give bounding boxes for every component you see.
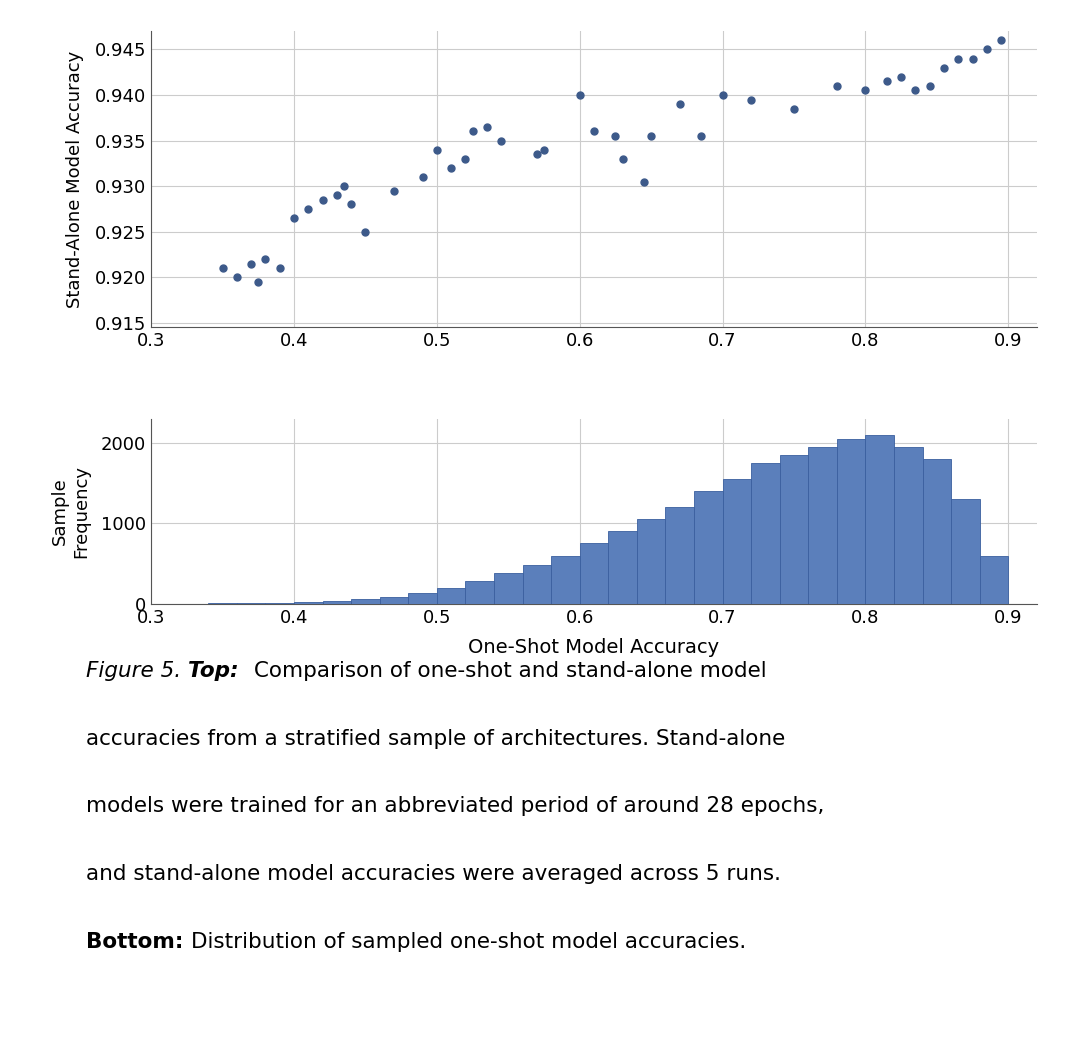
- Point: [314, 192, 332, 208]
- Point: [963, 50, 981, 67]
- Point: [714, 86, 731, 103]
- Point: [536, 142, 553, 158]
- Bar: [922, 459, 951, 604]
- Bar: [808, 447, 837, 604]
- Point: [285, 209, 302, 226]
- Point: [892, 69, 909, 85]
- Bar: [494, 574, 523, 604]
- Text: Top:: Top:: [188, 661, 246, 681]
- Point: [607, 128, 624, 145]
- Point: [828, 78, 846, 95]
- Bar: [723, 479, 751, 604]
- Point: [785, 100, 802, 117]
- Bar: [665, 507, 694, 604]
- Point: [243, 255, 260, 272]
- Point: [692, 128, 710, 145]
- Point: [907, 82, 924, 99]
- Point: [856, 82, 874, 99]
- Y-axis label: Sample
Frequency: Sample Frequency: [51, 464, 90, 558]
- Point: [299, 201, 316, 218]
- Point: [671, 96, 688, 112]
- Text: Figure 5.: Figure 5.: [86, 661, 188, 681]
- Point: [328, 187, 346, 204]
- Text: Bottom:: Bottom:: [86, 932, 191, 951]
- Point: [935, 59, 953, 76]
- Point: [742, 92, 759, 108]
- Bar: [323, 601, 351, 604]
- Point: [356, 224, 374, 240]
- Point: [429, 142, 446, 158]
- Bar: [523, 565, 551, 604]
- X-axis label: One-Shot Model Accuracy: One-Shot Model Accuracy: [469, 638, 719, 657]
- Bar: [980, 556, 1009, 604]
- Point: [643, 128, 660, 145]
- Bar: [580, 543, 608, 604]
- Bar: [751, 463, 780, 604]
- Point: [571, 86, 589, 103]
- Point: [949, 50, 967, 67]
- Text: models were trained for an abbreviated period of around 28 epochs,: models were trained for an abbreviated p…: [86, 796, 825, 816]
- Point: [978, 42, 996, 58]
- Bar: [951, 500, 980, 604]
- Text: and stand-alone model accuracies were averaged across 5 runs.: and stand-alone model accuracies were av…: [86, 864, 782, 884]
- Point: [613, 151, 631, 168]
- Point: [336, 178, 353, 195]
- Y-axis label: Stand-Alone Model Accuracy: Stand-Alone Model Accuracy: [66, 51, 84, 308]
- Bar: [694, 491, 723, 604]
- Point: [878, 73, 895, 90]
- Text: Comparison of one-shot and stand-alone model: Comparison of one-shot and stand-alone m…: [246, 661, 766, 681]
- Point: [993, 32, 1010, 49]
- Point: [464, 123, 482, 139]
- Point: [342, 196, 360, 212]
- Point: [271, 260, 288, 277]
- Point: [249, 274, 267, 290]
- Point: [492, 132, 510, 149]
- Point: [414, 169, 431, 185]
- Text: Distribution of sampled one-shot model accuracies.: Distribution of sampled one-shot model a…: [191, 932, 746, 951]
- Point: [443, 159, 460, 176]
- Point: [635, 173, 652, 189]
- Bar: [865, 435, 894, 604]
- Bar: [408, 593, 437, 604]
- Bar: [608, 531, 637, 604]
- Point: [386, 182, 403, 199]
- Point: [478, 119, 496, 135]
- Point: [457, 151, 474, 168]
- Point: [257, 251, 274, 268]
- Point: [228, 269, 245, 285]
- Bar: [637, 519, 665, 604]
- Bar: [351, 600, 380, 604]
- Bar: [380, 596, 408, 604]
- Bar: [551, 556, 580, 604]
- Bar: [437, 588, 465, 604]
- Bar: [894, 447, 922, 604]
- Point: [921, 78, 939, 95]
- Point: [528, 146, 545, 162]
- Point: [585, 123, 603, 139]
- Bar: [294, 602, 323, 604]
- Text: accuracies from a stratified sample of architectures. Stand-alone: accuracies from a stratified sample of a…: [86, 729, 785, 748]
- Bar: [780, 455, 808, 604]
- Bar: [837, 439, 865, 604]
- Bar: [465, 581, 494, 604]
- Point: [214, 260, 231, 277]
